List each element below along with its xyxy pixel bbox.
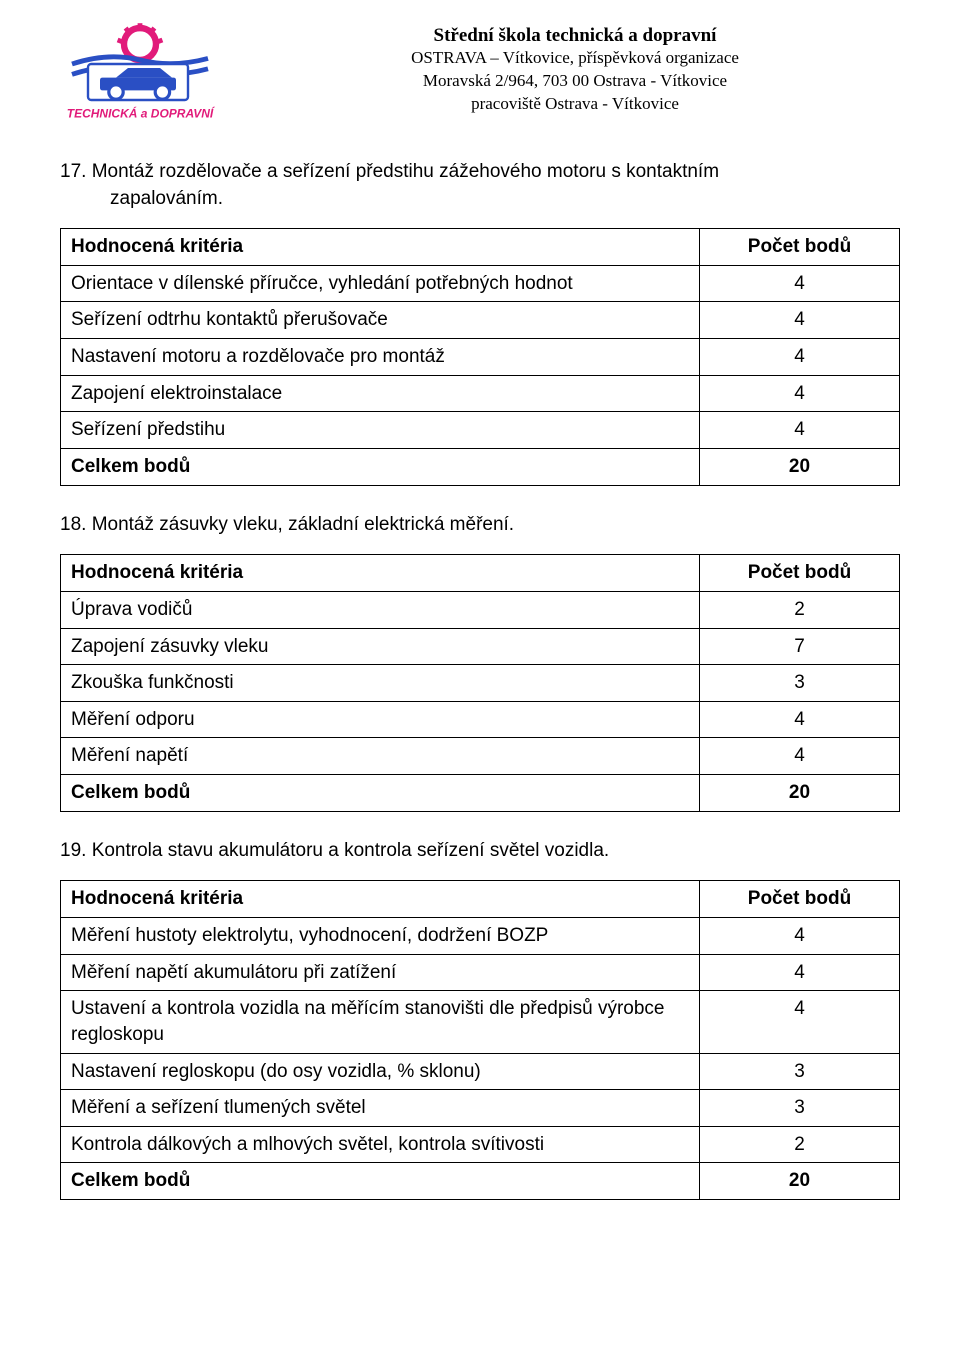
points-cell: 2: [700, 1126, 900, 1163]
points-cell: 4: [700, 339, 900, 376]
table-row: Nastavení motoru a rozdělovače pro montá…: [61, 339, 900, 376]
points-header-cell: Počet bodů: [700, 881, 900, 918]
points-header-cell: Počet bodů: [700, 229, 900, 266]
criteria-cell: Nastavení motoru a rozdělovače pro montá…: [61, 339, 700, 376]
header-title: Střední škola technická a dopravní: [250, 25, 900, 47]
criteria-cell: Zapojení zásuvky vleku: [61, 628, 700, 665]
points-cell: 4: [700, 265, 900, 302]
total-row: Celkem bodů20: [61, 775, 900, 812]
table-row: Měření odporu4: [61, 701, 900, 738]
criteria-cell: Kontrola dálkových a mlhových světel, ko…: [61, 1126, 700, 1163]
criteria-cell: Měření a seřízení tlumených světel: [61, 1090, 700, 1127]
total-label-cell: Celkem bodů: [61, 449, 700, 486]
topic-line2: zapalováním.: [60, 186, 900, 213]
page-header: TECHNICKÁ a DOPRAVNÍ Střední škola techn…: [60, 20, 900, 129]
table-row: Orientace v dílenské příručce, vyhledání…: [61, 265, 900, 302]
criteria-table: Hodnocená kritériaPočet bodůMěření husto…: [60, 880, 900, 1200]
topic-title: 17. Montáž rozdělovače a seřízení předst…: [60, 159, 900, 212]
table-header-row: Hodnocená kritériaPočet bodů: [61, 229, 900, 266]
logo-tag-text: TECHNICKÁ a DOPRAVNÍ: [67, 106, 216, 121]
total-row: Celkem bodů20: [61, 449, 900, 486]
criteria-header-cell: Hodnocená kritéria: [61, 881, 700, 918]
criteria-cell: Zkouška funkčnosti: [61, 665, 700, 702]
points-cell: 4: [700, 302, 900, 339]
criteria-cell: Seřízení odtrhu kontaktů přerušovače: [61, 302, 700, 339]
criteria-cell: Měření odporu: [61, 701, 700, 738]
table-header-row: Hodnocená kritériaPočet bodů: [61, 881, 900, 918]
table-row: Zapojení zásuvky vleku7: [61, 628, 900, 665]
topic-line1: 17. Montáž rozdělovače a seřízení předst…: [60, 161, 719, 182]
points-cell: 7: [700, 628, 900, 665]
header-line3: Moravská 2/964, 703 00 Ostrava - Vítkovi…: [250, 70, 900, 93]
points-cell: 4: [700, 738, 900, 775]
table-row: Ustavení a kontrola vozidla na měřícím s…: [61, 991, 900, 1053]
criteria-cell: Měření hustoty elektrolytu, vyhodnocení,…: [61, 917, 700, 954]
table-row: Nastavení regloskopu (do osy vozidla, % …: [61, 1053, 900, 1090]
criteria-cell: Orientace v dílenské příručce, vyhledání…: [61, 265, 700, 302]
table-row: Seřízení předstihu4: [61, 412, 900, 449]
table-row: Kontrola dálkových a mlhových světel, ko…: [61, 1126, 900, 1163]
total-points-cell: 20: [700, 1163, 900, 1200]
total-points-cell: 20: [700, 449, 900, 486]
table-row: Měření a seřízení tlumených světel3: [61, 1090, 900, 1127]
total-label-cell: Celkem bodů: [61, 775, 700, 812]
table-row: Zapojení elektroinstalace4: [61, 375, 900, 412]
criteria-cell: Seřízení předstihu: [61, 412, 700, 449]
points-cell: 3: [700, 1090, 900, 1127]
header-text-block: Střední škola technická a dopravní OSTRA…: [250, 20, 900, 116]
table-row: Seřízení odtrhu kontaktů přerušovače4: [61, 302, 900, 339]
header-line4: pracoviště Ostrava - Vítkovice: [250, 93, 900, 116]
points-cell: 4: [700, 375, 900, 412]
criteria-cell: Nastavení regloskopu (do osy vozidla, % …: [61, 1053, 700, 1090]
criteria-cell: Měření napětí akumulátoru při zatížení: [61, 954, 700, 991]
criteria-table: Hodnocená kritériaPočet bodůÚprava vodič…: [60, 554, 900, 811]
table-row: Měření napětí akumulátoru při zatížení4: [61, 954, 900, 991]
table-header-row: Hodnocená kritériaPočet bodů: [61, 555, 900, 592]
school-logo: TECHNICKÁ a DOPRAVNÍ: [60, 20, 220, 129]
content-area: 17. Montáž rozdělovače a seřízení předst…: [60, 159, 900, 1200]
points-header-cell: Počet bodů: [700, 555, 900, 592]
table-row: Měření hustoty elektrolytu, vyhodnocení,…: [61, 917, 900, 954]
topic-line1: 19. Kontrola stavu akumulátoru a kontrol…: [60, 840, 609, 861]
criteria-header-cell: Hodnocená kritéria: [61, 229, 700, 266]
criteria-header-cell: Hodnocená kritéria: [61, 555, 700, 592]
criteria-cell: Zapojení elektroinstalace: [61, 375, 700, 412]
topic-title: 18. Montáž zásuvky vleku, základní elekt…: [60, 512, 900, 539]
table-row: Měření napětí4: [61, 738, 900, 775]
table-row: Zkouška funkčnosti3: [61, 665, 900, 702]
topic-title: 19. Kontrola stavu akumulátoru a kontrol…: [60, 838, 900, 865]
criteria-cell: Měření napětí: [61, 738, 700, 775]
total-points-cell: 20: [700, 775, 900, 812]
topic-line1: 18. Montáž zásuvky vleku, základní elekt…: [60, 514, 514, 535]
points-cell: 4: [700, 412, 900, 449]
points-cell: 4: [700, 701, 900, 738]
points-cell: 3: [700, 1053, 900, 1090]
points-cell: 4: [700, 917, 900, 954]
criteria-table: Hodnocená kritériaPočet bodůOrientace v …: [60, 228, 900, 485]
table-row: Úprava vodičů2: [61, 591, 900, 628]
header-line2: OSTRAVA – Vítkovice, příspěvková organiz…: [250, 47, 900, 70]
points-cell: 4: [700, 991, 900, 1053]
points-cell: 4: [700, 954, 900, 991]
criteria-cell: Úprava vodičů: [61, 591, 700, 628]
points-cell: 3: [700, 665, 900, 702]
points-cell: 2: [700, 591, 900, 628]
total-label-cell: Celkem bodů: [61, 1163, 700, 1200]
logo-svg: TECHNICKÁ a DOPRAVNÍ: [60, 20, 220, 124]
criteria-cell: Ustavení a kontrola vozidla na měřícím s…: [61, 991, 700, 1053]
total-row: Celkem bodů20: [61, 1163, 900, 1200]
